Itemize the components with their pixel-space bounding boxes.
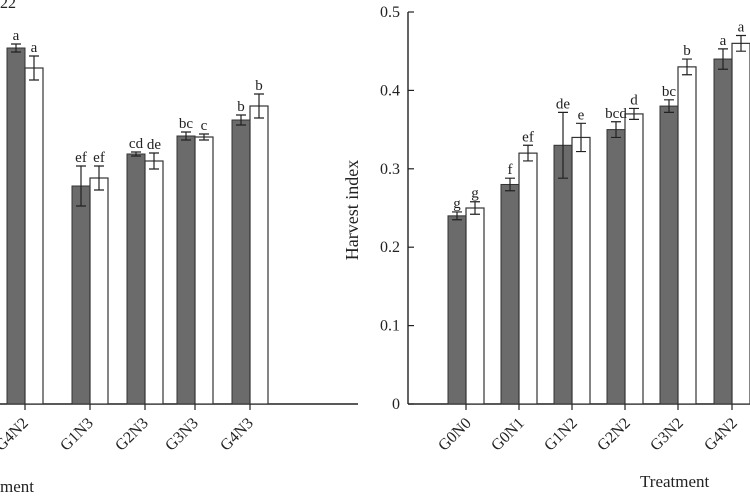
right-error-bar bbox=[611, 121, 621, 139]
left-bar bbox=[24, 67, 44, 405]
left-error-bar bbox=[94, 165, 104, 191]
right-category-labels: G0N0 G0N1 G1N2 G2N2 G3N2 G4N2 bbox=[435, 415, 741, 455]
left-significance-letters: aa ef ef cd de bc c bb bbox=[13, 28, 263, 166]
left-category-label: G4N2 bbox=[0, 415, 32, 455]
right-bar bbox=[677, 66, 697, 405]
left-error-bar bbox=[181, 131, 191, 141]
right-significance-letter: a bbox=[720, 33, 727, 49]
left-error-bar bbox=[199, 133, 209, 141]
left-bar bbox=[231, 119, 251, 405]
right-x-axis-label: Treatment bbox=[640, 472, 710, 491]
right-error-bar bbox=[558, 111, 568, 179]
right-significance-letter: ef bbox=[522, 129, 534, 145]
right-error-bar bbox=[470, 201, 480, 215]
left-error-bar bbox=[76, 165, 86, 207]
right-category-label: G3N2 bbox=[647, 415, 687, 455]
right-x-ticks bbox=[465, 404, 733, 410]
left-corner-text: 22 bbox=[0, 0, 16, 12]
left-bar bbox=[176, 135, 196, 405]
right-bar bbox=[713, 58, 733, 405]
left-error-bar bbox=[131, 151, 141, 157]
left-x-ticks bbox=[24, 404, 251, 410]
right-significance-letter: de bbox=[556, 96, 571, 112]
right-bar bbox=[553, 144, 573, 405]
left-bar bbox=[144, 160, 164, 405]
left-bar bbox=[194, 136, 214, 405]
right-y-tick-label: 0.5 bbox=[380, 4, 400, 21]
right-error-bar bbox=[718, 48, 728, 70]
right-error-bar bbox=[736, 34, 746, 52]
right-significance-letter: g bbox=[453, 196, 461, 212]
left-significance-letter: ef bbox=[75, 150, 87, 166]
left-bar bbox=[6, 47, 26, 405]
right-bar bbox=[731, 42, 750, 405]
right-error-bar bbox=[452, 211, 462, 221]
left-significance-letter: c bbox=[201, 118, 208, 134]
left-category-label: G3N3 bbox=[162, 415, 202, 455]
left-category-label: G2N3 bbox=[112, 415, 152, 455]
right-category-label: G0N1 bbox=[488, 415, 528, 455]
right-category-label: G2N2 bbox=[594, 415, 634, 455]
right-error-bar bbox=[523, 144, 533, 162]
right-significance-letter: d bbox=[630, 92, 638, 108]
right-error-bar bbox=[576, 122, 586, 153]
right-bar bbox=[518, 152, 538, 405]
left-panel: 22 ment aa ef ef cd de bc c bb G4N2 G1N3 G2N3 G3N3… bbox=[0, 0, 358, 496]
left-category-label: G1N3 bbox=[57, 415, 97, 455]
right-bar bbox=[571, 136, 591, 405]
right-bar bbox=[500, 183, 520, 405]
left-significance-letter: ef bbox=[93, 150, 105, 166]
right-significance-letter: b bbox=[683, 43, 691, 59]
right-y-tick-label: 0.1 bbox=[380, 318, 400, 335]
right-significance-letter: bc bbox=[662, 84, 677, 100]
right-error-bar bbox=[664, 99, 674, 113]
right-y-tick-label: 0.4 bbox=[380, 82, 400, 99]
left-error-bar bbox=[29, 55, 39, 81]
right-significance-letter: f bbox=[508, 162, 513, 178]
left-significance-letter: bc bbox=[179, 116, 194, 132]
left-bar bbox=[249, 105, 269, 405]
right-error-bar bbox=[629, 107, 639, 121]
left-significance-letter: b bbox=[237, 99, 245, 115]
left-significance-letter: a bbox=[13, 28, 20, 44]
right-bar bbox=[606, 129, 626, 405]
right-category-label: G4N2 bbox=[701, 415, 741, 455]
right-error-bar bbox=[505, 177, 515, 192]
left-bar bbox=[126, 153, 146, 405]
left-bars bbox=[6, 43, 269, 405]
right-y-tick-label: 0.2 bbox=[380, 239, 400, 256]
right-y-axis-label: Harvest index bbox=[342, 160, 362, 260]
left-significance-letter: b bbox=[255, 78, 263, 94]
left-category-label: G4N3 bbox=[217, 415, 257, 455]
right-category-label: G1N2 bbox=[541, 415, 581, 455]
left-error-bar bbox=[236, 114, 246, 126]
right-bar bbox=[624, 113, 644, 405]
left-significance-letter: a bbox=[31, 40, 38, 56]
left-significance-letter: cd bbox=[129, 136, 144, 152]
left-x-axis-label: ment bbox=[0, 477, 34, 496]
right-significance-letter: e bbox=[578, 107, 585, 123]
right-y-ticks: 0 0.1 0.2 0.3 0.4 0.5 bbox=[380, 4, 414, 413]
left-error-bar bbox=[11, 43, 21, 53]
right-bar bbox=[447, 215, 467, 405]
right-significance-letter: g bbox=[471, 186, 479, 202]
left-error-bar bbox=[254, 93, 264, 119]
left-category-labels: G4N2 G1N3 G2N3 G3N3 G4N3 bbox=[0, 415, 257, 455]
right-significance-letter: a bbox=[738, 20, 745, 36]
right-panel: 0 0.1 0.2 0.3 0.4 0.5 Harvest index Treatment… bbox=[342, 4, 750, 491]
right-y-tick-label: 0.3 bbox=[380, 161, 400, 178]
right-y-tick-label: 0 bbox=[392, 396, 400, 413]
right-bars bbox=[447, 34, 750, 405]
right-bar bbox=[465, 207, 485, 405]
left-significance-letter: de bbox=[147, 137, 162, 153]
right-significance-letter: bcd bbox=[605, 106, 627, 122]
right-error-bar bbox=[682, 58, 692, 76]
left-bar bbox=[89, 177, 109, 405]
right-bar bbox=[659, 105, 679, 405]
left-bar bbox=[71, 185, 91, 405]
left-error-bar bbox=[149, 152, 159, 170]
right-category-label: G0N0 bbox=[435, 415, 475, 455]
